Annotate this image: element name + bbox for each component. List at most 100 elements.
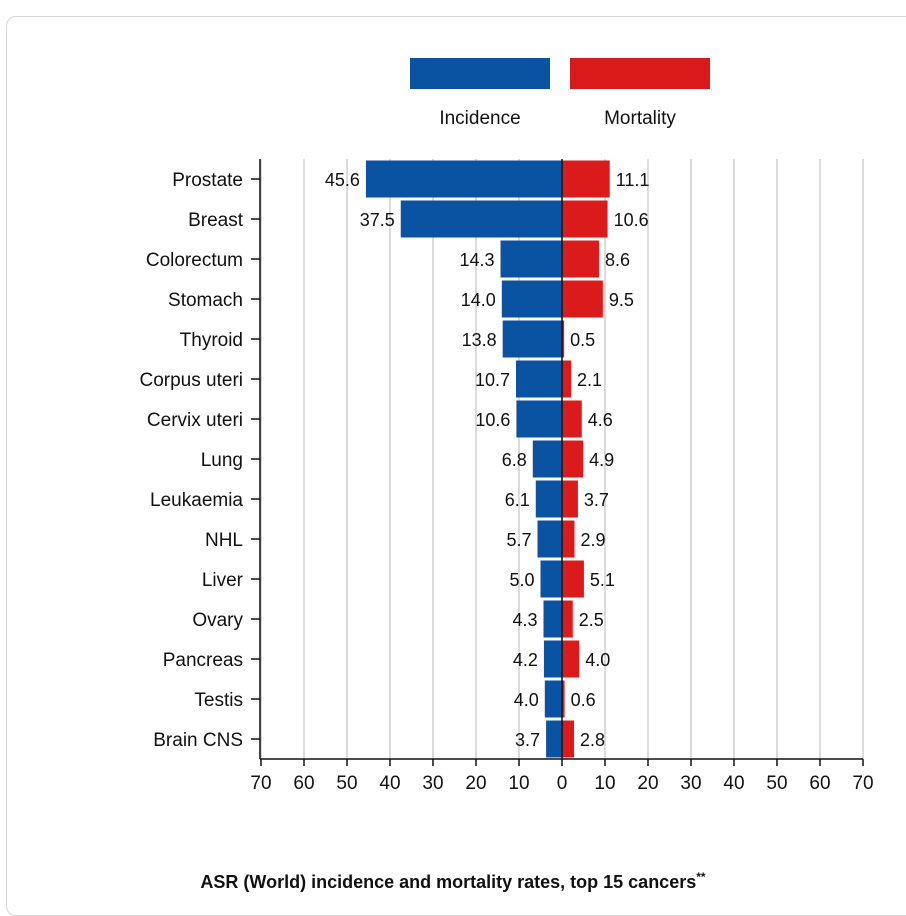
data-label-mortality: 0.6 (571, 690, 596, 710)
bar-incidence (532, 440, 562, 478)
legend: Incidence Mortality (410, 58, 710, 129)
category-label: Colorectum (146, 250, 243, 271)
data-label-incidence: 6.1 (505, 490, 530, 510)
data-label-mortality: 2.9 (580, 530, 605, 550)
data-label-incidence: 13.8 (462, 330, 497, 350)
bar-incidence (535, 480, 562, 518)
legend-label-incidence: Incidence (439, 108, 520, 129)
data-label-incidence: 14.0 (461, 290, 496, 310)
bar-mortality (562, 520, 575, 558)
data-label-incidence: 45.6 (325, 170, 360, 190)
pyramid-chart: Incidence Mortality 70 60 50 40 30 20 10 0 10 20 30… (140, 58, 874, 794)
chart-title: ASR (World) incidence and mortality rate… (200, 870, 706, 892)
x-tick-label: 70 (250, 773, 271, 794)
category-label: NHL (205, 530, 243, 551)
x-tick-label: 10 (594, 773, 615, 794)
category-label: Corpus uteri (140, 370, 244, 391)
bar-mortality (562, 200, 608, 238)
bar-mortality (562, 480, 578, 518)
x-tick-label: 20 (465, 773, 486, 794)
category-label: Leukaemia (150, 490, 243, 511)
bar-mortality (562, 560, 584, 598)
bar-mortality (562, 640, 580, 678)
bar-incidence (543, 600, 562, 638)
labels: 45.6 11.1 Prostate 37.5 10.6 Breast 14.3 8.6 Col… (140, 170, 650, 751)
legend-swatch-mortality (570, 58, 710, 89)
data-label-incidence: 4.3 (512, 610, 537, 630)
bar-incidence (540, 560, 562, 598)
x-tick-label: 0 (557, 773, 568, 794)
data-label-incidence: 10.6 (475, 410, 510, 430)
data-label-mortality: 2.8 (580, 730, 605, 750)
data-label-mortality: 5.1 (590, 570, 615, 590)
bar-incidence (516, 400, 562, 438)
category-label: Lung (201, 450, 243, 471)
data-label-mortality: 2.5 (579, 610, 604, 630)
bar-incidence (400, 200, 562, 238)
bar-incidence (500, 240, 562, 278)
data-label-mortality: 11.1 (616, 170, 650, 190)
bar-incidence (537, 520, 562, 558)
data-label-incidence: 14.3 (459, 250, 494, 270)
data-label-mortality: 10.6 (614, 210, 649, 230)
data-label-mortality: 9.5 (609, 290, 634, 310)
bar-incidence (502, 320, 562, 358)
data-label-mortality: 4.6 (588, 410, 613, 430)
data-label-incidence: 5.0 (509, 570, 534, 590)
bar-mortality (562, 240, 599, 278)
legend-label-mortality: Mortality (604, 108, 676, 129)
legend-swatch-incidence (410, 58, 550, 89)
bar-mortality (562, 320, 565, 358)
bar-mortality (562, 680, 565, 718)
bar-mortality (562, 360, 572, 398)
x-tick-label: 60 (809, 773, 830, 794)
title-footnote-marker: ** (696, 870, 706, 884)
data-label-mortality: 4.0 (585, 650, 610, 670)
data-label-incidence: 4.2 (513, 650, 538, 670)
x-tick-label: 20 (637, 773, 658, 794)
x-tick-label: 30 (680, 773, 701, 794)
x-tick-label: 40 (723, 773, 744, 794)
category-label: Brain CNS (153, 730, 243, 751)
x-tick-label: 60 (293, 773, 314, 794)
x-tick-label: 50 (336, 773, 357, 794)
gridlines (260, 159, 864, 759)
bar-mortality (562, 440, 584, 478)
x-tick-label: 30 (422, 773, 443, 794)
data-label-incidence: 5.7 (506, 530, 531, 550)
data-label-mortality: 2.1 (577, 370, 602, 390)
category-label: Prostate (172, 170, 243, 191)
x-tick-label: 40 (379, 773, 400, 794)
category-label: Thyroid (180, 330, 243, 351)
bar-incidence (515, 360, 562, 398)
bar-incidence (544, 680, 562, 718)
category-label: Cervix uteri (147, 410, 243, 431)
bar-mortality (562, 720, 575, 758)
data-label-incidence: 3.7 (515, 730, 540, 750)
category-label: Breast (188, 210, 244, 231)
category-label: Stomach (168, 290, 243, 311)
data-label-mortality: 4.9 (589, 450, 614, 470)
bar-incidence (546, 720, 562, 758)
bar-incidence (365, 160, 562, 198)
data-label-mortality: 3.7 (584, 490, 609, 510)
x-tick-label: 70 (852, 773, 873, 794)
data-label-incidence: 4.0 (514, 690, 539, 710)
bar-mortality (562, 280, 603, 318)
category-label: Liver (202, 570, 244, 591)
bar-incidence (501, 280, 562, 318)
bars (365, 160, 610, 758)
category-label: Testis (194, 690, 243, 711)
bar-incidence (543, 640, 562, 678)
bar-mortality (562, 160, 610, 198)
axes: 70 60 50 40 30 20 10 0 10 20 30 40 50 60 70 (250, 159, 874, 794)
data-label-incidence: 37.5 (360, 210, 395, 230)
data-label-mortality: 8.6 (605, 250, 630, 270)
x-tick-label: 50 (766, 773, 787, 794)
category-label: Ovary (192, 610, 243, 631)
category-label: Pancreas (163, 650, 243, 671)
x-tick-label: 10 (508, 773, 529, 794)
data-label-mortality: 0.5 (570, 330, 595, 350)
bar-mortality (562, 400, 582, 438)
bar-mortality (562, 600, 573, 638)
